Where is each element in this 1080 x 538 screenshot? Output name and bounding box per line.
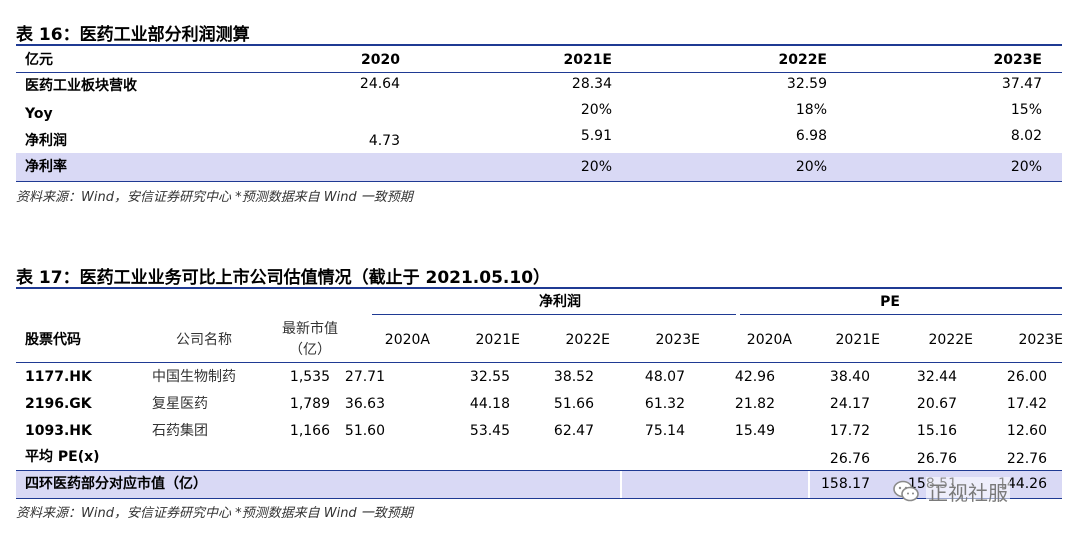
t17-cell: 42.96 xyxy=(734,369,775,385)
t16-cell: 20% xyxy=(795,159,827,175)
t17-col-np-2021e: 2021E xyxy=(475,332,520,348)
t17-cell: 62.47 xyxy=(553,423,594,439)
table16-top-rule xyxy=(16,44,1062,46)
t17-band-separator xyxy=(808,471,810,498)
t17-cell: 1,166 xyxy=(289,423,330,439)
t17-mv-label: 四环医药部分对应市值（亿） xyxy=(25,476,207,492)
t17-col-pe-2021e: 2021E xyxy=(835,332,880,348)
t17-cell: 48.07 xyxy=(644,369,685,385)
t16-row-label: Yoy xyxy=(25,106,53,122)
t17-col-pe-2023e: 2023E xyxy=(1018,332,1063,348)
t16-cell: 20% xyxy=(580,102,612,118)
t17-cell: 38.52 xyxy=(553,369,594,385)
t16-cell: 20% xyxy=(580,159,612,175)
t17-cell: 27.71 xyxy=(344,369,385,385)
t16-cell: 5.91 xyxy=(580,128,612,144)
t17-cell: 17.42 xyxy=(1006,396,1047,412)
t16-cell: 18% xyxy=(795,102,827,118)
t17-cell: 15.16 xyxy=(916,423,957,439)
t17-mv-cell: 158.17 xyxy=(821,476,870,492)
t16-row-label: 净利率 xyxy=(25,159,67,175)
t17-row-code: 1177.HK xyxy=(25,369,92,385)
t17-cell: 61.32 xyxy=(644,396,685,412)
t16-cell: 37.47 xyxy=(1001,76,1042,92)
t16-header-2021e: 2021E xyxy=(563,52,612,68)
t16-highlight-band xyxy=(16,153,1062,181)
t17-cell: 12.60 xyxy=(1006,423,1047,439)
t17-col-stock-code: 股票代码 xyxy=(25,332,81,348)
t17-cell: 32.44 xyxy=(916,369,957,385)
t17-col-mcap-line2: （亿） xyxy=(289,342,331,358)
t17-cell: 24.17 xyxy=(829,396,870,412)
t17-group-pe-rule xyxy=(740,314,1062,315)
t16-cell: 8.02 xyxy=(1010,128,1042,144)
t16-cell: 20% xyxy=(1010,159,1042,175)
t17-row-name: 中国生物制药 xyxy=(152,369,236,385)
t17-group-pe: PE xyxy=(880,294,900,310)
t17-group-np-rule xyxy=(372,314,736,315)
t17-group-net-profit: 净利润 xyxy=(539,294,581,310)
t17-row-code: 2196.GK xyxy=(25,396,92,412)
t17-cell: 32.55 xyxy=(469,369,510,385)
t17-cell: 75.14 xyxy=(644,423,685,439)
t16-cell: 28.34 xyxy=(571,76,612,92)
t17-col-company-name: 公司名称 xyxy=(176,332,232,348)
table17-title: 表 17：医药工业业务可比上市公司估值情况（截止于 2021.05.10） xyxy=(16,268,551,288)
wechat-icon xyxy=(893,480,919,502)
t16-header-2023e: 2023E xyxy=(993,52,1042,68)
t17-highlight-band xyxy=(16,471,1062,498)
t17-avg-cell: 22.76 xyxy=(1006,451,1047,467)
t17-col-np-2020a: 2020A xyxy=(384,332,430,348)
t16-cell: 4.73 xyxy=(368,133,400,149)
t17-source-note: 资料来源：Wind，安信证券研究中心 *预测数据来自 Wind 一致预期 xyxy=(16,506,413,521)
t17-row-code: 1093.HK xyxy=(25,423,92,439)
t17-band-separator xyxy=(620,471,622,498)
t17-row-name: 复星医药 xyxy=(152,396,208,412)
t17-cell: 53.45 xyxy=(469,423,510,439)
t16-header-unit: 亿元 xyxy=(25,52,53,68)
t17-mv-cell: 144.26 xyxy=(998,476,1047,492)
t17-cell: 38.40 xyxy=(829,369,870,385)
t16-header-2022e: 2022E xyxy=(778,52,827,68)
t16-header-2020: 2020 xyxy=(361,52,400,68)
t16-source-note: 资料来源：Wind，安信证券研究中心 *预测数据来自 Wind 一致预期 xyxy=(16,190,413,205)
t17-cell: 17.72 xyxy=(829,423,870,439)
t17-cell: 44.18 xyxy=(469,396,510,412)
t17-row-name: 石药集团 xyxy=(152,423,208,439)
t17-col-pe-2022e: 2022E xyxy=(928,332,973,348)
t16-row-label: 医药工业板块营收 xyxy=(25,78,137,94)
t17-cell: 20.67 xyxy=(916,396,957,412)
table16-header-rule xyxy=(16,72,1062,73)
t17-cell: 36.63 xyxy=(344,396,385,412)
t17-mv-top-rule xyxy=(16,470,1062,471)
t17-header-rule xyxy=(16,362,1062,363)
t16-cell: 32.59 xyxy=(786,76,827,92)
t17-cell: 1,535 xyxy=(289,369,330,385)
t17-bottom-rule xyxy=(16,498,1062,499)
watermark-text: 正视社服 xyxy=(926,476,1010,506)
t17-col-np-2022e: 2022E xyxy=(565,332,610,348)
t17-avg-cell: 26.76 xyxy=(829,451,870,467)
t17-col-np-2023e: 2023E xyxy=(655,332,700,348)
t17-avg-label: 平均 PE(x) xyxy=(25,449,100,465)
t17-cell: 51.66 xyxy=(553,396,594,412)
t17-cell: 21.82 xyxy=(734,396,775,412)
t16-cell: 24.64 xyxy=(359,76,400,92)
table16-bottom-rule xyxy=(16,181,1062,182)
t16-cell: 6.98 xyxy=(795,128,827,144)
t17-cell: 51.60 xyxy=(344,423,385,439)
t16-cell: 15% xyxy=(1010,102,1042,118)
table16-title: 表 16：医药工业部分利润测算 xyxy=(16,25,250,45)
t17-avg-cell: 26.76 xyxy=(916,451,957,467)
t17-cell: 1,789 xyxy=(289,396,330,412)
t17-cell: 26.00 xyxy=(1006,369,1047,385)
t17-cell: 15.49 xyxy=(734,423,775,439)
t17-col-pe-2020a: 2020A xyxy=(746,332,792,348)
t16-row-label: 净利润 xyxy=(25,133,67,149)
table17-top-rule xyxy=(16,287,1062,289)
watermark: 正视社服 xyxy=(892,475,1010,507)
t17-col-mcap-line1: 最新市值 xyxy=(282,321,338,337)
